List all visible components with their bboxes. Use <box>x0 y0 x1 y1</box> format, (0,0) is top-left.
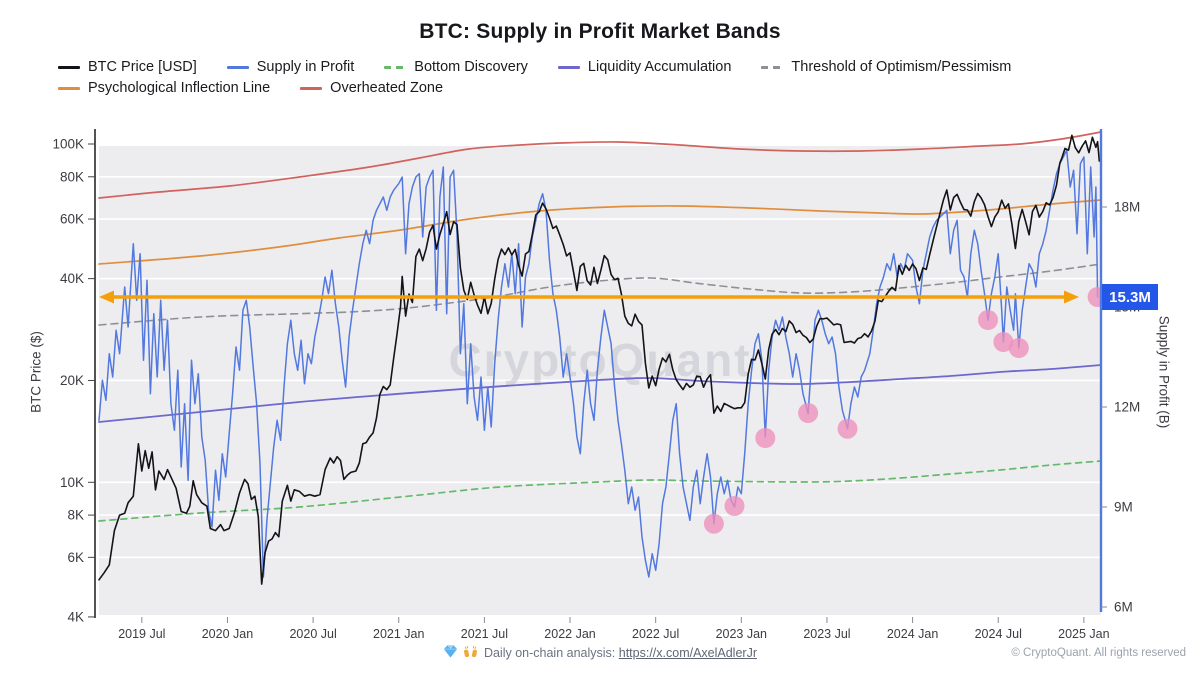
series-liquidity-accumulation <box>98 364 1102 423</box>
legend-swatch <box>761 65 784 69</box>
left-axis-tick-label: 4K <box>67 609 84 624</box>
legend-item-overheated-zone[interactable]: Overheated Zone <box>300 80 443 96</box>
legend-swatch <box>557 65 580 69</box>
legend-swatch <box>58 86 80 90</box>
right-axis-title: Supply in Profit (B) <box>1156 315 1172 429</box>
dip-marker <box>1008 338 1029 358</box>
right-axis-tick-label: 12M <box>1114 400 1140 415</box>
legend-swatch <box>384 65 407 69</box>
copyright-text: © CryptoQuant. All rights reserved <box>1011 647 1186 659</box>
legend-item-threshold-of-optimism-pessimism[interactable]: Threshold of Optimism/Pessimism <box>761 59 1011 75</box>
x-axis-tick-label: 2025 Jan <box>1058 627 1109 641</box>
left-axis-title: BTC Price ($) <box>28 331 44 413</box>
left-axis-tick-label: 20K <box>60 373 84 388</box>
right-axis-tick-label: 18M <box>1114 200 1140 215</box>
footer-analysis-label: Daily on-chain analysis: <box>483 646 619 660</box>
left-axis-tick-label: 80K <box>60 169 84 184</box>
arrow-head-left <box>99 290 114 304</box>
legend-swatch <box>58 65 80 69</box>
x-axis-tick-label: 2022 Jan <box>544 627 595 641</box>
dip-marker <box>703 513 724 534</box>
legend-item-btc-price-usd-[interactable]: BTC Price [USD] <box>58 59 197 75</box>
x-axis-tick-label: 2024 Jan <box>887 627 938 641</box>
series-threshold-of-optimism-pessimism <box>98 263 1102 326</box>
dip-marker <box>993 332 1014 352</box>
chart-legend: BTC Price [USD] Supply in Profit Bottom Di… <box>58 59 1153 96</box>
x-axis-tick-label: 2023 Jan <box>716 627 767 641</box>
raised-hands-icon <box>463 644 478 662</box>
x-axis-tick-label: 2024 Jul <box>975 627 1022 641</box>
dip-marker <box>724 496 745 516</box>
legend-label: Psychological Inflection Line <box>88 80 271 96</box>
legend-item-liquidity-accumulation[interactable]: Liquidity Accumulation <box>557 59 732 75</box>
footer-analysis: Daily on-chain analysis: https://x.com/A… <box>0 644 1200 662</box>
legend-label: Bottom Discovery <box>414 59 528 75</box>
x-axis-tick-label: 2023 Jul <box>803 627 850 641</box>
legend-swatch <box>300 86 323 90</box>
x-axis-tick-label: 2021 Jul <box>461 627 508 641</box>
current-value-badge <box>1102 284 1158 310</box>
series-btc-price-usd- <box>98 134 1101 585</box>
series-overheated-zone <box>98 131 1102 199</box>
legend-item-bottom-discovery[interactable]: Bottom Discovery <box>384 59 528 75</box>
legend-item-supply-in-profit[interactable]: Supply in Profit <box>226 59 355 75</box>
legend-label: Supply in Profit <box>256 59 355 75</box>
x-axis-tick-label: 2019 Jul <box>118 627 165 641</box>
x-axis-tick-label: 2020 Jul <box>289 627 336 641</box>
right-axis-tick-label: 9M <box>1114 500 1133 515</box>
dip-marker <box>837 418 858 439</box>
legend-item-psychological-inflection-line[interactable]: Psychological Inflection Line <box>58 80 270 96</box>
left-axis-tick-label: 8K <box>67 508 84 523</box>
dip-marker <box>798 403 819 423</box>
gem-icon <box>443 644 458 662</box>
legend-label: BTC Price [USD] <box>88 59 197 75</box>
dip-marker <box>755 428 776 448</box>
left-axis-tick-label: 10K <box>60 475 84 490</box>
arrow-head-right <box>1064 290 1079 304</box>
legend-label: Overheated Zone <box>330 80 444 96</box>
left-axis-tick-label: 100K <box>52 137 84 152</box>
legend-label: Threshold of Optimism/Pessimism <box>791 59 1012 75</box>
legend-swatch <box>226 65 249 69</box>
right-axis-tick-label: 6M <box>1114 600 1133 615</box>
current-value-badge-label: 15.3M <box>1109 289 1151 306</box>
page-title: BTC: Supply in Profit Market Bands <box>419 20 781 43</box>
author-link[interactable]: https://x.com/AxelAdlerJr <box>618 646 757 660</box>
dip-marker <box>978 310 998 330</box>
series-psychological-inflection-line <box>98 199 1102 265</box>
legend-label: Liquidity Accumulation <box>587 59 732 75</box>
x-axis-tick-label: 2020 Jan <box>202 627 253 641</box>
x-axis-tick-label: 2021 Jan <box>373 627 424 641</box>
left-axis-tick-label: 40K <box>60 271 84 286</box>
x-axis-tick-label: 2022 Jul <box>632 627 679 641</box>
left-axis-tick-label: 60K <box>60 212 84 227</box>
left-axis-tick-label: 6K <box>67 550 84 565</box>
series-bottom-discovery <box>98 460 1102 522</box>
